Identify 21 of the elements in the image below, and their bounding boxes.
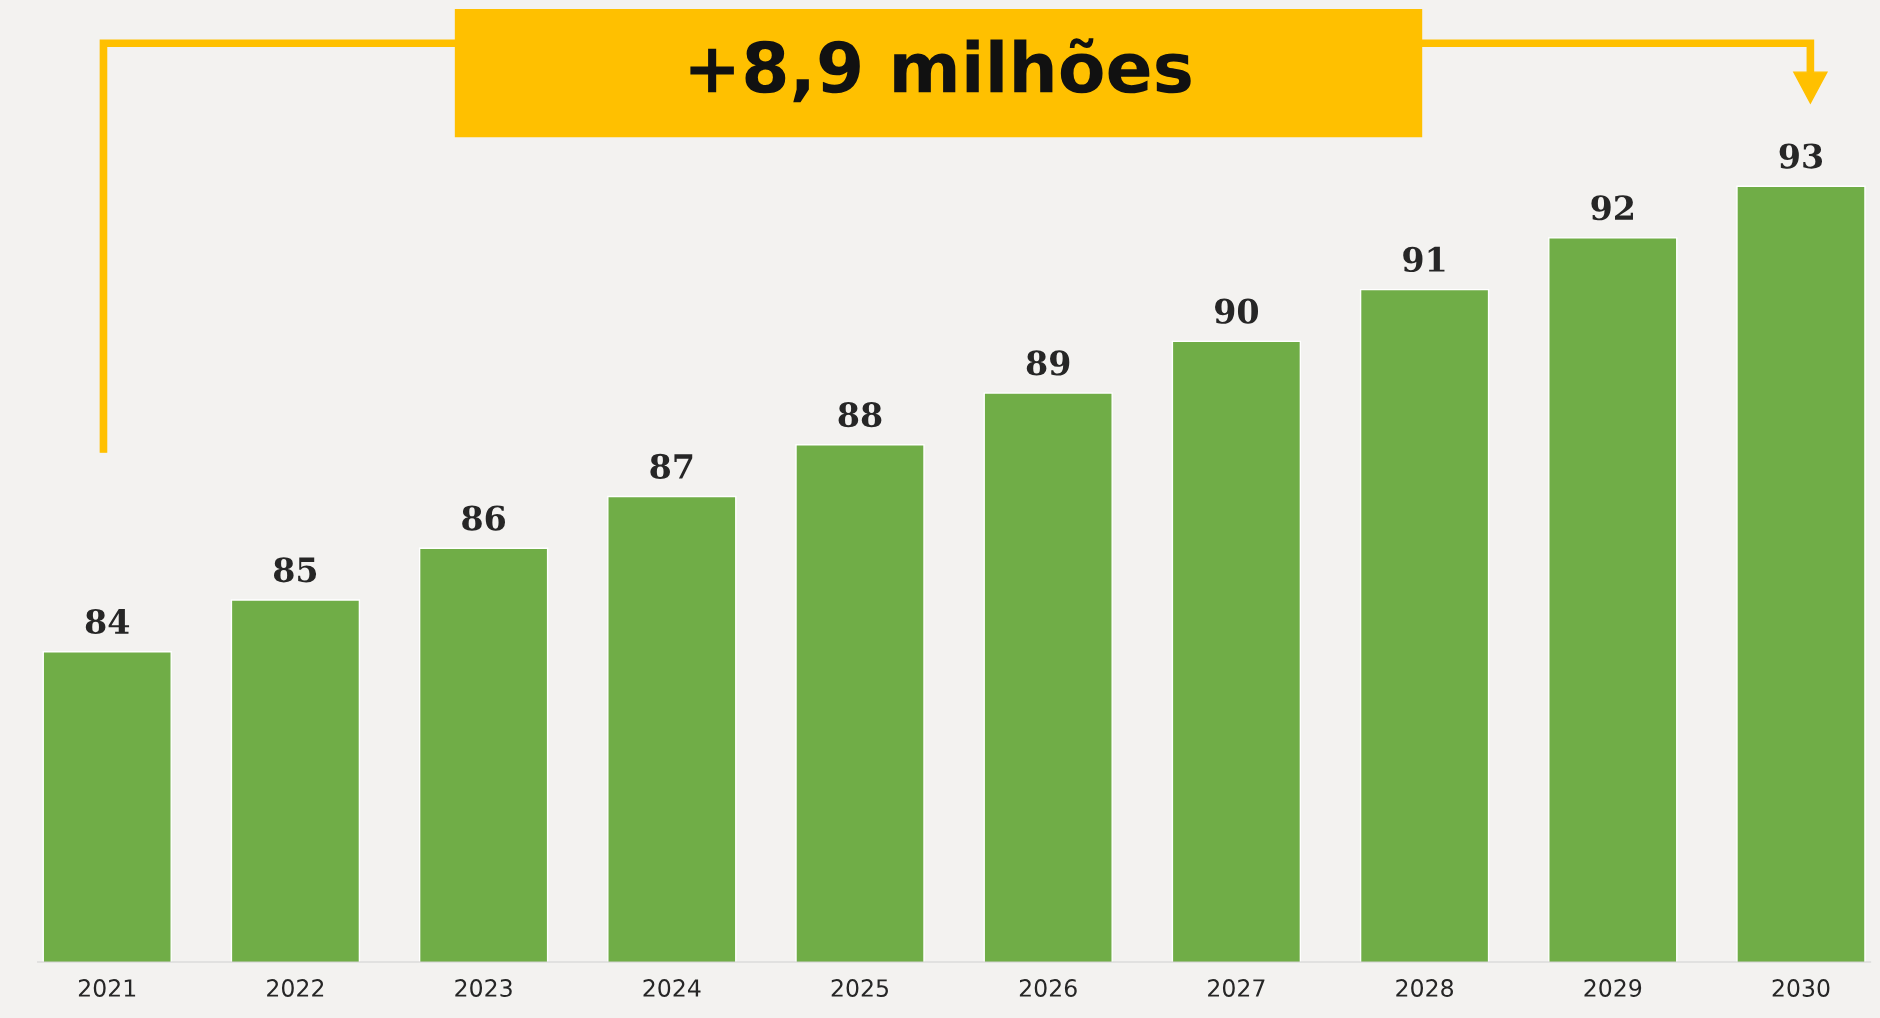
data-label: 84 [85, 608, 130, 635]
x-tick-label: 2028 [1396, 979, 1454, 997]
data-label: 91 [1403, 246, 1445, 273]
data-label: 88 [838, 402, 882, 428]
data-label: 93 [1779, 143, 1823, 169]
x-tick-label: 2025 [831, 979, 888, 997]
x-tick-label: 2024 [643, 979, 701, 997]
x-tick-label: 2027 [1208, 979, 1265, 997]
data-label: 86 [462, 505, 506, 531]
x-tick-label: 2026 [1019, 979, 1077, 997]
x-tick-label: 2030 [1772, 979, 1830, 997]
data-label: 85 [273, 557, 317, 583]
data-label: 92 [1591, 195, 1633, 221]
annotation: +8,9 milhões [690, 38, 1191, 103]
data-label: 87 [650, 453, 693, 479]
data-label: 89 [1026, 350, 1070, 376]
x-tick-label: 2023 [455, 979, 512, 997]
x-tick-label: 2021 [78, 979, 136, 997]
x-tick-label: 2029 [1584, 979, 1642, 997]
data-label: 90 [1215, 298, 1259, 324]
x-tick-label: 2022 [267, 979, 324, 997]
